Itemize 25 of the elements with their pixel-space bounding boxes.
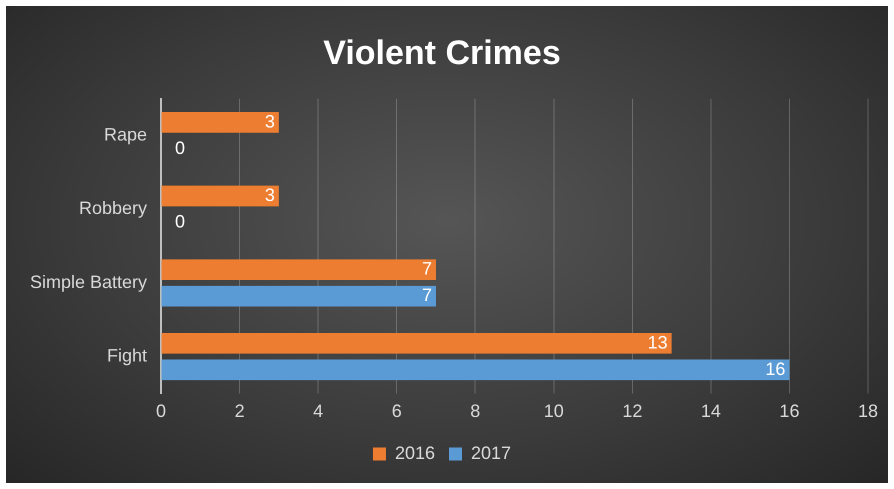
legend-label: 2017 — [471, 442, 512, 463]
y-tick-label: Robbery — [78, 198, 148, 218]
x-tick-label: 6 — [392, 401, 402, 422]
y-tick-label: Simple Battery — [30, 272, 148, 292]
x-tick-label: 2 — [234, 401, 245, 422]
x-tick-label: 10 — [544, 401, 564, 422]
x-tick-label: 12 — [622, 401, 642, 422]
x-tick-label: 8 — [470, 401, 480, 422]
data-label: 0 — [175, 138, 186, 158]
chart-title: Violent Crimes — [323, 34, 561, 72]
x-tick-label: 0 — [156, 401, 166, 422]
legend-label: 2016 — [394, 442, 436, 463]
x-tick-label: 16 — [779, 401, 800, 422]
data-label: 7 — [422, 285, 432, 306]
data-label: 0 — [175, 212, 186, 232]
data-label: 3 — [264, 111, 275, 132]
x-tick-label: 18 — [858, 401, 878, 422]
x-tick-label: 14 — [700, 401, 721, 422]
x-tick-label: 4 — [313, 401, 324, 422]
y-tick-label: Rape — [104, 124, 148, 145]
data-label: 13 — [648, 332, 668, 352]
data-label: 16 — [765, 358, 786, 379]
data-label: 7 — [422, 258, 432, 279]
data-label: 3 — [264, 184, 275, 205]
y-tick-label: Fight — [107, 346, 148, 366]
